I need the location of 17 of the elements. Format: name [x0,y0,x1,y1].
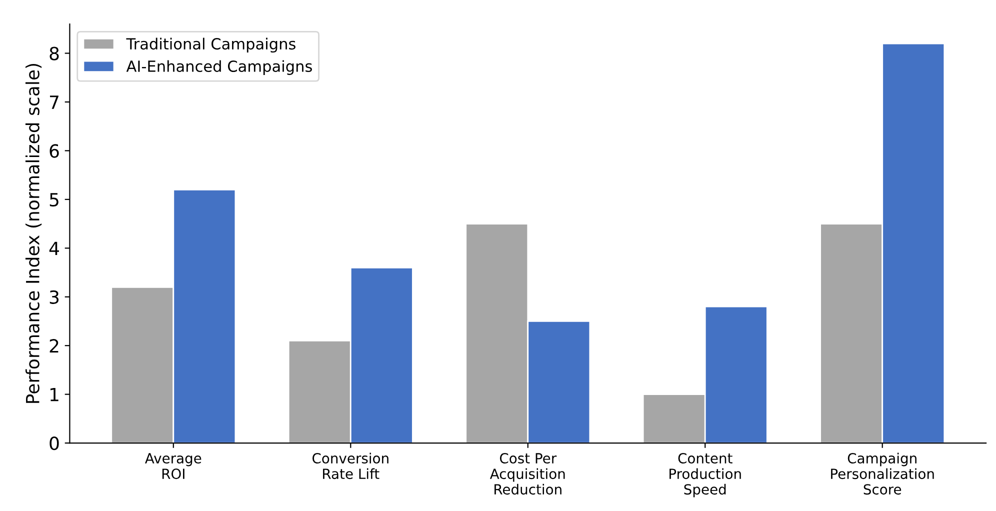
y-tick-label: 0 [50,436,59,450]
x-tick-label: Content Production Speed [670,453,741,498]
x-tick-label: Average ROI [144,453,202,480]
y-tick-label: 7 [50,96,58,109]
y-tick-label: 2 [50,339,58,352]
y-tick-label: 8 [50,46,59,60]
y-tick-label: 6 [50,144,59,158]
y-tick-label: 5 [50,193,58,207]
y-tick-label: 3 [50,290,59,304]
y-tick-label: 4 [49,242,59,256]
legend-label: AI-Enhanced Campaigns [126,60,312,75]
legend-label: Traditional Campaigns [126,38,296,53]
y-tick-label: 1 [50,388,58,402]
x-tick-label: Cost Per Acquisition Reduction [490,453,565,495]
x-tick-label: Conversion Rate Lift [312,452,388,480]
x-tick-label: Campaign Personalization Score [831,452,934,495]
y-axis-title: Performance Index (normalized scale) [25,64,42,403]
